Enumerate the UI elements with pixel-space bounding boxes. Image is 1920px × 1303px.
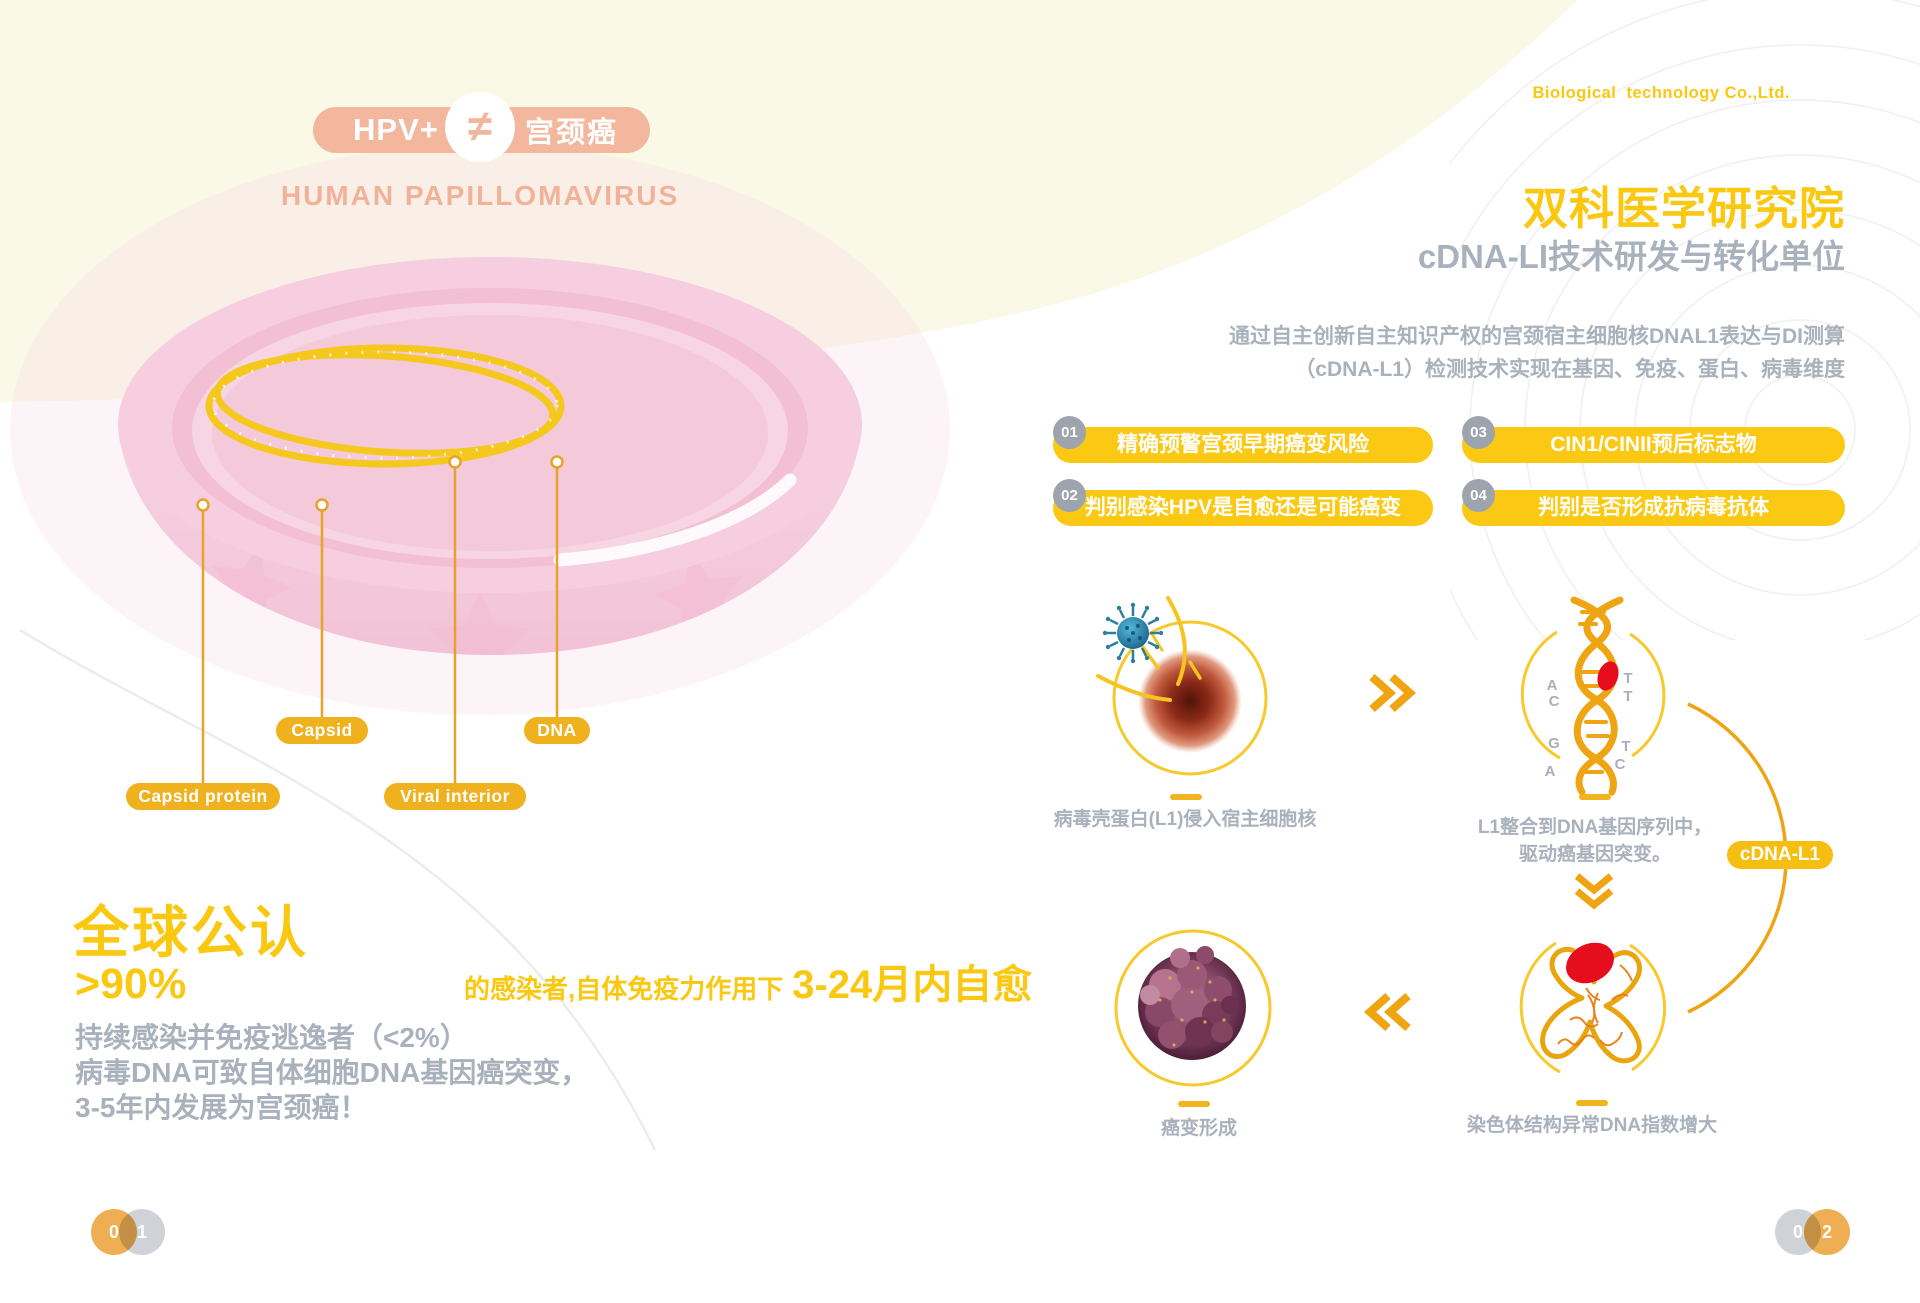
svg-text:C: C	[1615, 756, 1626, 773]
page-num-1: 1	[136, 1222, 147, 1242]
base-letters: A C G A T T T C	[1545, 670, 1633, 780]
hpv-subtitle: HUMAN PAPILLOMAVIRUS	[280, 180, 680, 211]
step4-cancer-formation	[1114, 929, 1272, 1107]
company-name: Biological technology Co.,Ltd.	[1532, 84, 1790, 102]
intro-paragraph: 通过自主创新自主知识产权的宫颈宿主细胞核DNAL1表达与DI测算 （cDNA-L…	[1040, 320, 1845, 386]
intro-line-1: 通过自主创新自主知识产权的宫颈宿主细胞核DNAL1表达与DI测算	[1228, 325, 1845, 348]
mechanism-flow-diagram: A C G A T T T C	[1096, 596, 1788, 1107]
step4-dash	[1178, 1101, 1210, 1107]
banner-number-01: 01	[1053, 416, 1086, 449]
gray-sweep-curve	[19, 628, 657, 1151]
not-equal-icon: ≠	[445, 92, 515, 162]
step2-dna-integration: A C G A T T T C	[1520, 596, 1666, 800]
page-number-right: 0 2	[1775, 1209, 1855, 1255]
feature-banner-01: 01 精确预警宫颈早期癌变风险	[1053, 416, 1433, 463]
step2-dash	[1579, 794, 1611, 800]
page-dot-orange	[1804, 1209, 1850, 1255]
step3-dash	[1576, 1100, 1608, 1106]
banner-text-03: CIN1/CINII预后标志物	[1550, 433, 1757, 456]
cdna-l1-badge: cDNA-L1	[1727, 841, 1833, 869]
arrow-down-icon	[1574, 873, 1614, 910]
feature-banner-03: 03 CIN1/CINII预后标志物	[1462, 416, 1845, 463]
label-capsid-protein: Capsid protein	[126, 783, 280, 810]
callout-lines	[196, 455, 564, 783]
banner-text-02: 判别感染HPV是自愈还是可能癌变	[1084, 496, 1402, 519]
step4-caption: 癌变形成	[1160, 1118, 1237, 1139]
label-capsid: Capsid	[276, 717, 368, 744]
svg-text:A: A	[1545, 763, 1556, 780]
mutation-red-blob	[1597, 661, 1619, 691]
page-num-0: 0	[1792, 1222, 1803, 1242]
step3-chromosome	[1519, 941, 1667, 1106]
gray-line-2: 病毒DNA可致自体细胞DNA基因癌突变，	[75, 1057, 589, 1088]
badge-cancer-text: 宫颈癌	[524, 117, 618, 149]
page-num-2: 2	[1821, 1222, 1832, 1242]
dna-helix	[1570, 596, 1624, 796]
svg-text:A: A	[1547, 677, 1558, 694]
feature-banner-02: 02 判别感染HPV是自愈还是可能癌变	[1053, 479, 1433, 526]
step1-dash	[1170, 794, 1202, 800]
banner-number-03: 03	[1462, 416, 1495, 449]
yellow-streaks	[1096, 596, 1202, 702]
badge-hpv-text: HPV+	[353, 112, 439, 147]
dna-ring	[205, 344, 565, 468]
tumor-cell-cluster	[1138, 946, 1246, 1060]
step2-caption-line2: 驱动癌基因突变。	[1518, 844, 1671, 865]
svg-text:C: C	[1549, 693, 1560, 710]
step1-virus-invasion	[1096, 596, 1268, 800]
arrow-left-icon	[1363, 993, 1411, 1031]
virus-capsid-diagram	[118, 257, 862, 783]
chromosome-squiggles	[1557, 964, 1633, 1047]
banner-number-02: 02	[1053, 479, 1086, 512]
banner-number-04: 04	[1462, 479, 1495, 512]
step2-caption: L1整合到DNA基因序列中， 驱动癌基因突变。	[1435, 814, 1755, 868]
stat-3-24-months: 3-24月内自愈	[792, 963, 1033, 1007]
page-dot-gray	[119, 1209, 165, 1255]
arrow-right-icon	[1369, 674, 1417, 712]
step1-caption: 病毒壳蛋白(L1)侵入宿主细胞核	[1053, 809, 1317, 830]
banner-text-01: 精确预警宫颈早期癌变风险	[1117, 433, 1369, 456]
rim-highlight	[553, 473, 797, 567]
svg-text:T: T	[1623, 670, 1632, 687]
label-dna: DNA	[524, 717, 590, 744]
institute-subtitle: cDNA-LI技术研发与转化单位	[1417, 238, 1845, 275]
stat-90pct: >90%	[75, 960, 187, 1008]
gray-line-3: 3-5年内发展为宫颈癌！	[75, 1092, 368, 1123]
step2-caption-line1: L1整合到DNA基因序列中，	[1477, 817, 1713, 838]
page-number-left: 0 1	[91, 1209, 171, 1255]
step3-caption: 染色体结构异常DNA指数增大	[1466, 1115, 1718, 1136]
svg-text:T: T	[1621, 738, 1630, 755]
chromosome-x-shape	[1540, 946, 1642, 1064]
institute-title: 双科医学研究院	[1522, 183, 1845, 234]
page-num-0: 0	[108, 1222, 119, 1242]
stat-small-text: 的感染者,自体免疫力作用下	[464, 974, 784, 1004]
host-cell	[1138, 649, 1242, 753]
hpv-virus-icon	[1102, 602, 1164, 664]
chromosome-red-blob	[1566, 942, 1614, 984]
svg-text:G: G	[1548, 735, 1560, 752]
persistent-infection-text: 持续感染并免疫逃逸者（<2%） 病毒DNA可致自体细胞DNA基因癌突变， 3-5…	[75, 1020, 588, 1125]
headline-global-consensus: 全球公认	[73, 901, 309, 964]
right-page-header: 双科医学研究院 cDNA-LI技术研发与转化单位 通过自主创新自主知识产权的宫颈…	[1040, 184, 1845, 386]
banner-text-04: 判别是否形成抗病毒抗体	[1538, 496, 1769, 519]
not-equal-glyph: ≠	[467, 102, 493, 151]
gray-line-1: 持续感染并免疫逃逸者（<2%）	[75, 1022, 468, 1053]
label-viral-interior: Viral interior	[384, 783, 526, 810]
svg-text:T: T	[1623, 688, 1632, 705]
intro-line-2: （cDNA-L1）检测技术实现在基因、免疫、蛋白、病毒维度	[1294, 358, 1845, 381]
feature-banner-04: 04 判别是否形成抗病毒抗体	[1462, 479, 1845, 526]
